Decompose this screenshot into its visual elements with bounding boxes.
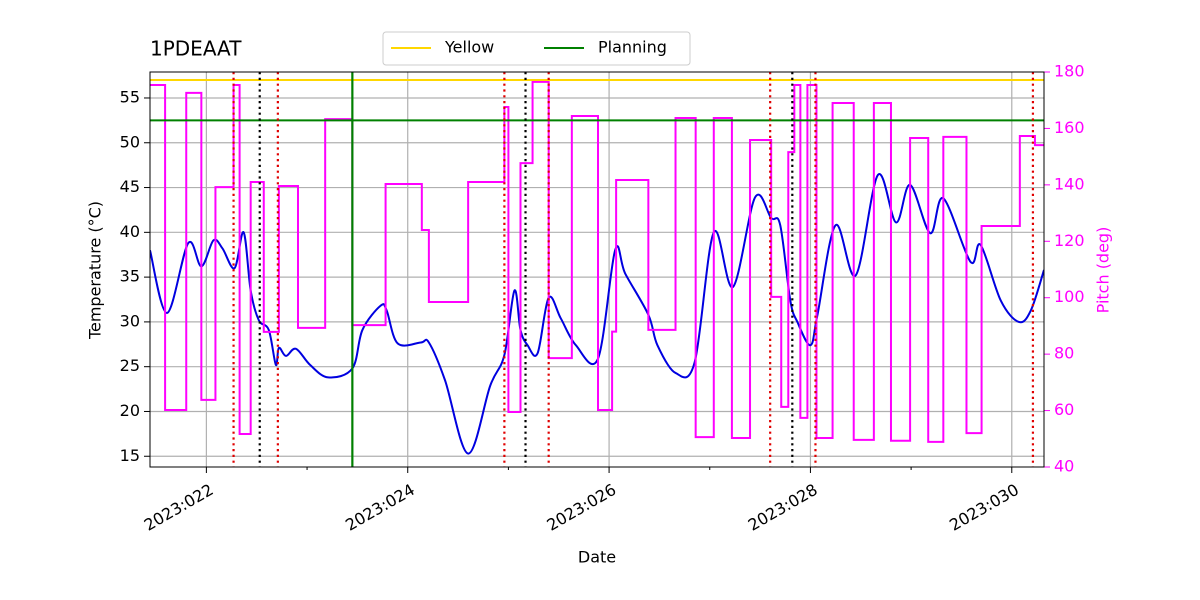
y2-tick-label: 80 — [1054, 344, 1074, 363]
series-line — [150, 80, 1044, 443]
x-axis-label: Date — [578, 548, 616, 567]
y-tick-label: 25 — [120, 356, 140, 375]
legend-label: Yellow — [444, 38, 494, 57]
y-axis-label: Temperature (°C) — [86, 201, 105, 340]
y-tick-label: 30 — [120, 311, 140, 330]
plot-area — [150, 72, 1044, 467]
y2-axis-label: Pitch (deg) — [1094, 227, 1113, 314]
y2-tick-label: 160 — [1054, 118, 1085, 137]
chart-title: 1PDEAAT — [150, 37, 242, 61]
y2-tick-label: 120 — [1054, 231, 1085, 250]
y-tick-label: 50 — [120, 132, 140, 151]
y2-tick-label: 40 — [1054, 457, 1074, 476]
x-tick-label: 2023:022 — [141, 480, 217, 535]
y2-tick-label: 180 — [1054, 62, 1085, 81]
y2-tick-label: 140 — [1054, 174, 1085, 193]
y-tick-label: 40 — [120, 222, 140, 241]
x-tick-label: 2023:030 — [946, 480, 1022, 535]
series-line — [150, 173, 1044, 455]
x-tick-label: 2023:026 — [543, 480, 619, 535]
legend-label: Planning — [598, 38, 667, 57]
x-tick-label: 2023:028 — [745, 480, 821, 535]
x-tick-label: 2023:024 — [342, 480, 418, 535]
y-tick-label: 20 — [120, 401, 140, 420]
y-tick-label: 35 — [120, 267, 140, 286]
y-tick-label: 45 — [120, 177, 140, 196]
legend-box — [382, 31, 691, 66]
y2-tick-label: 60 — [1054, 400, 1074, 419]
y-tick-label: 55 — [120, 87, 140, 106]
y-tick-label: 15 — [120, 446, 140, 465]
plot-frame — [149, 71, 1045, 468]
y2-tick-label: 100 — [1054, 287, 1085, 306]
